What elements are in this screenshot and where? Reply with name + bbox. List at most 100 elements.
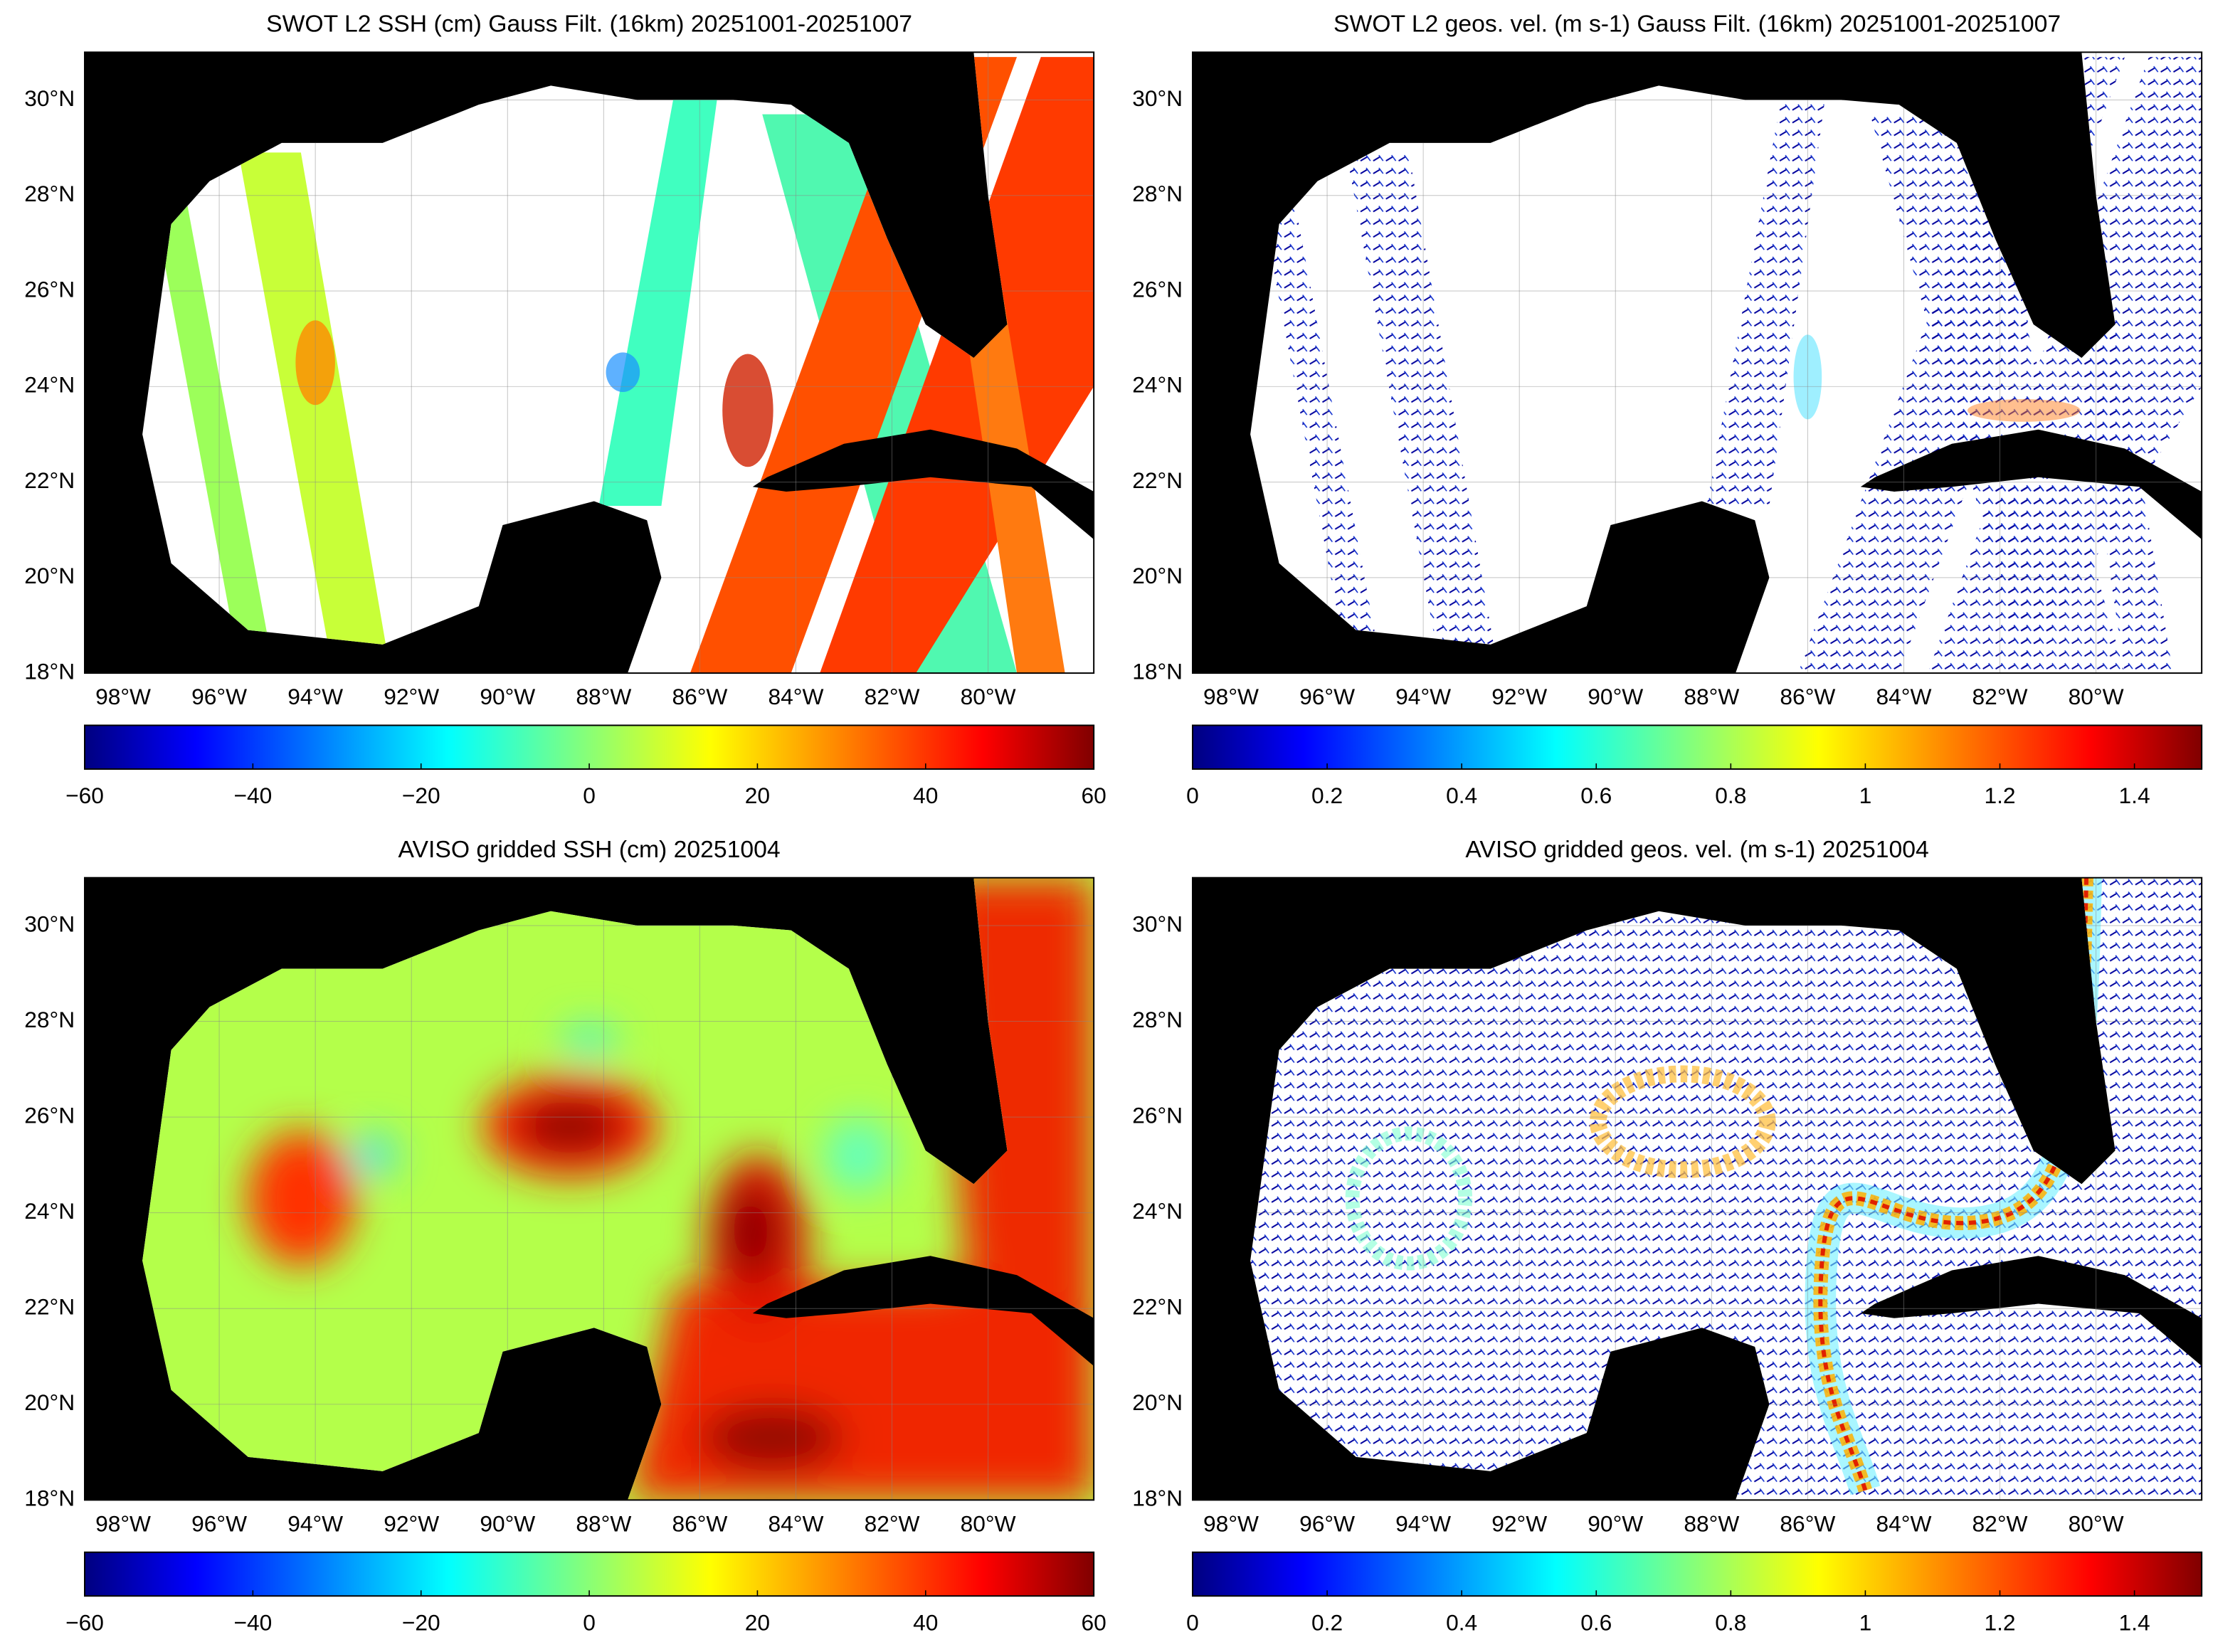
y-tick-label: 18°N: [24, 658, 75, 684]
panel-title: AVISO gridded geos. vel. (m s-1) 2025100…: [1465, 836, 1928, 863]
colorbar-tick-label: 40: [913, 783, 938, 808]
land: [752, 429, 1094, 540]
y-tick-label: 26°N: [1132, 276, 1183, 302]
velocity-swath: [1706, 85, 1827, 507]
x-tick-label: 82°W: [865, 1510, 920, 1536]
map-panel: AVISO gridded geos. vel. (m s-1) 2025100…: [1132, 836, 2203, 1635]
ssh-peak: [724, 1184, 781, 1281]
y-tick-label: 18°N: [1132, 1486, 1183, 1511]
y-tick-label: 28°N: [24, 181, 75, 206]
x-tick-label: 88°W: [1684, 684, 1739, 709]
ssh-high: [247, 1131, 355, 1266]
colorbar-tick-label: 0.2: [1311, 1609, 1343, 1635]
x-tick-label: 92°W: [1491, 684, 1547, 709]
x-tick-label: 80°W: [2069, 684, 2124, 709]
ssh-low: [824, 1118, 892, 1192]
y-tick-label: 22°N: [24, 467, 75, 493]
grid: [1250, 877, 2202, 1500]
colorbar-tick-label: 0: [1186, 1609, 1199, 1635]
velocity-swath: [1259, 195, 1375, 635]
map-frame: [1191, 51, 2203, 674]
x-tick-label: 84°W: [769, 684, 824, 709]
y-tick-label: 30°N: [24, 911, 75, 936]
ssh-low: [561, 1026, 618, 1055]
map-frame: [84, 51, 1095, 674]
y-tick-label: 22°N: [24, 1294, 75, 1320]
y-tick-label: 30°N: [1132, 85, 1183, 111]
x-tick-label: 88°W: [576, 1510, 631, 1536]
x-tick-label: 84°W: [1876, 684, 1931, 709]
y-tick-label: 24°N: [24, 1198, 75, 1224]
x-tick-label: 92°W: [1491, 1510, 1547, 1536]
colorbar-tick-label: 60: [1082, 783, 1106, 808]
x-tick-label: 94°W: [287, 684, 343, 709]
colorbar-tick-label: 1.2: [1984, 783, 2015, 808]
x-tick-label: 84°W: [769, 1510, 824, 1536]
velocity-swath: [1346, 152, 1496, 655]
y-tick-label: 28°N: [1132, 181, 1183, 206]
x-tick-label: 92°W: [384, 684, 439, 709]
x-tick-label: 96°W: [1299, 1510, 1355, 1536]
ssh-peak: [701, 1407, 843, 1469]
y-tick-label: 28°N: [24, 1007, 75, 1032]
swath: [598, 85, 719, 507]
x-tick-label: 80°W: [2069, 1510, 2124, 1536]
colorbar-tick-label: 1.4: [2119, 783, 2150, 808]
x-tick-label: 92°W: [384, 1510, 439, 1536]
map-panel: SWOT L2 geos. vel. (m s-1) Gauss Filt. (…: [1132, 11, 2203, 808]
y-tick-label: 24°N: [24, 372, 75, 398]
y-tick-label: 30°N: [1132, 911, 1183, 936]
colorbar-tick-label: 0: [1186, 783, 1199, 808]
colorbar-tick-label: −40: [233, 1609, 272, 1635]
x-tick-label: 86°W: [1780, 684, 1835, 709]
panel-title: SWOT L2 SSH (cm) Gauss Filt. (16km) 2025…: [266, 11, 912, 38]
land: [1860, 1256, 2202, 1366]
y-tick-label: 20°N: [24, 563, 75, 588]
x-tick-label: 86°W: [672, 684, 727, 709]
y-tick-label: 24°N: [1132, 372, 1183, 398]
x-tick-label: 90°W: [1588, 1510, 1643, 1536]
colorbar: [84, 724, 1095, 770]
x-tick-label: 82°W: [1972, 684, 2028, 709]
land: [1860, 429, 2202, 540]
y-tick-label: 26°N: [24, 1102, 75, 1128]
land: [752, 1256, 1094, 1366]
y-tick-label: 22°N: [1132, 467, 1183, 493]
field: [1259, 57, 2202, 674]
panel-title: SWOT L2 geos. vel. (m s-1) Gauss Filt. (…: [1333, 11, 2061, 38]
y-tick-label: 30°N: [24, 85, 75, 111]
map-frame: [1191, 877, 2203, 1501]
colorbar: [1191, 724, 2203, 770]
y-tick-label: 28°N: [1132, 1007, 1183, 1032]
loop-current: [1818, 877, 2089, 1491]
y-tick-label: 20°N: [1132, 563, 1183, 588]
ssh-low: [350, 1135, 396, 1175]
panel-title: AVISO gridded SSH (cm) 20251004: [398, 836, 781, 863]
swath: [820, 57, 1094, 674]
x-tick-label: 90°W: [1588, 684, 1643, 709]
x-tick-label: 90°W: [480, 1510, 535, 1536]
x-tick-label: 96°W: [191, 684, 247, 709]
x-tick-label: 80°W: [961, 1510, 1016, 1536]
y-tick-label: 22°N: [1132, 1294, 1183, 1320]
velocity-swath: [1928, 57, 2202, 674]
eddy-ring: [1345, 1126, 1473, 1271]
y-tick-label: 18°N: [24, 1486, 75, 1511]
x-tick-label: 96°W: [1299, 684, 1355, 709]
x-tick-label: 88°W: [1684, 1510, 1739, 1536]
ssh-anomaly: [606, 352, 640, 392]
x-tick-label: 94°W: [287, 1510, 343, 1536]
x-tick-label: 88°W: [576, 684, 631, 709]
map-panel: SWOT L2 SSH (cm) Gauss Filt. (16km) 2025…: [24, 11, 1106, 808]
x-tick-label: 94°W: [1395, 1510, 1451, 1536]
colorbar-tick-label: 0.8: [1715, 783, 1746, 808]
ssh-peak: [513, 1098, 627, 1155]
x-tick-label: 96°W: [191, 1510, 247, 1536]
x-tick-label: 98°W: [95, 1510, 151, 1536]
colorbar-tick-label: 0: [583, 783, 596, 808]
map-frame: [84, 877, 1095, 1501]
colorbar-tick-label: −20: [402, 783, 440, 808]
colorbar-tick-label: 20: [745, 1609, 770, 1635]
eddy-ring: [1589, 1065, 1776, 1179]
